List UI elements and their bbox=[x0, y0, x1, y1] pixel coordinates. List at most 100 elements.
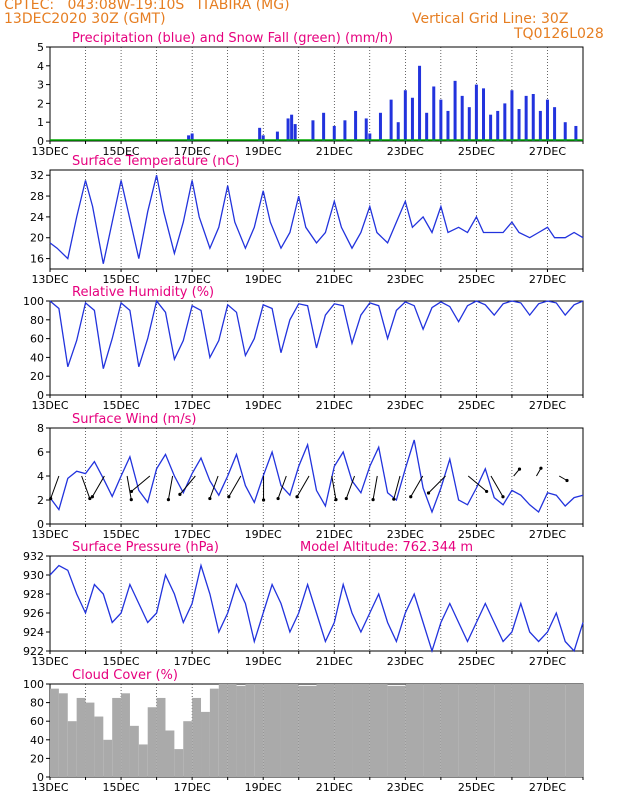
cloud-bar bbox=[156, 697, 166, 777]
wind-arrow-head bbox=[501, 495, 505, 499]
pres-xtick-label: 23DEC bbox=[387, 655, 424, 668]
wind-ytick-label: 6 bbox=[37, 446, 44, 459]
wind-arrow-head bbox=[208, 496, 212, 501]
precip-bar bbox=[496, 110, 500, 141]
precip-bar bbox=[293, 124, 297, 141]
temp-title: Surface Temperature (nC) bbox=[72, 154, 240, 169]
precip-bar bbox=[517, 109, 521, 141]
cloud-bar bbox=[529, 684, 548, 777]
cloud-bar bbox=[50, 688, 59, 777]
wind-arrow-head bbox=[426, 491, 431, 495]
wind-arrow-head bbox=[334, 498, 338, 502]
temp-xtick-label: 17DEC bbox=[174, 273, 211, 286]
wind-arrow bbox=[228, 475, 242, 498]
rh-ytick-label: 20 bbox=[30, 370, 44, 383]
cloud-bar bbox=[405, 684, 424, 777]
temp-ytick-label: 28 bbox=[30, 190, 44, 203]
precip-bar bbox=[524, 95, 528, 141]
cloud-ytick-label: 20 bbox=[30, 752, 44, 765]
precip-bar bbox=[378, 112, 382, 141]
pres-ytick-label: 926 bbox=[23, 607, 44, 620]
precip-bar bbox=[538, 110, 542, 141]
pres-series-line bbox=[49, 563, 584, 654]
cloud-bar bbox=[511, 684, 530, 777]
cloud-bar bbox=[263, 684, 281, 777]
cloud-xtick-label: 13DEC bbox=[31, 781, 68, 794]
wind-arrow bbox=[126, 475, 132, 500]
precip-frame bbox=[49, 46, 584, 142]
cloud-ytick-label: 0 bbox=[37, 771, 44, 784]
precip-ytick-label: 0 bbox=[37, 135, 44, 148]
pres-ytick-label: 924 bbox=[23, 626, 44, 639]
pres-xtick-label: 13DEC bbox=[31, 655, 68, 668]
cloud-bar bbox=[245, 684, 255, 777]
wind-arrow bbox=[131, 475, 151, 492]
rh-xtick-label: 13DEC bbox=[31, 399, 68, 412]
cloud-bar bbox=[138, 744, 148, 777]
precip-bar bbox=[489, 114, 493, 141]
temp-xtick-label: 27DEC bbox=[529, 273, 566, 286]
grid-note: Vertical Grid Line: 30Z bbox=[412, 11, 569, 27]
precip-bar bbox=[368, 133, 372, 141]
wind-arrow-head bbox=[88, 496, 92, 501]
cloud-ytick-label: 60 bbox=[30, 715, 44, 728]
wind-xtick-label: 25DEC bbox=[458, 528, 495, 541]
rh-xtick-label: 27DEC bbox=[529, 399, 566, 412]
precip-bar bbox=[311, 120, 315, 141]
wind-arrow bbox=[209, 475, 219, 499]
wind-arrow-head bbox=[371, 498, 375, 502]
precip-xtick-label: 15DEC bbox=[103, 145, 140, 158]
pres-xtick-label: 21DEC bbox=[316, 655, 353, 668]
precip-bar bbox=[531, 94, 535, 141]
precip-bar bbox=[439, 99, 443, 141]
precip-xtick-label: 17DEC bbox=[174, 145, 211, 158]
cloud-bar bbox=[76, 697, 86, 777]
wind-arrow bbox=[428, 475, 446, 494]
wind-xtick-label: 21DEC bbox=[316, 528, 353, 541]
rh-ytick-label: 40 bbox=[30, 351, 44, 364]
precip-bar bbox=[290, 114, 294, 141]
wind-arrow bbox=[91, 475, 105, 498]
cloud-bar bbox=[440, 684, 459, 777]
cloud-bar bbox=[352, 684, 370, 777]
precip-title: Precipitation (blue) and Snow Fall (gree… bbox=[72, 31, 393, 46]
precip-bar bbox=[396, 122, 400, 141]
cloud-bar bbox=[112, 697, 122, 777]
cloud-xtick-label: 23DEC bbox=[387, 781, 424, 794]
wind-xtick-label: 27DEC bbox=[529, 528, 566, 541]
temp-xtick-label: 21DEC bbox=[316, 273, 353, 286]
rh-ytick-label: 0 bbox=[37, 389, 44, 402]
pres-altitude: Model Altitude: 762.344 m bbox=[300, 540, 473, 555]
temp-ytick-label: 20 bbox=[30, 232, 44, 245]
cloud-bar bbox=[165, 730, 175, 777]
temp-series-line bbox=[49, 175, 584, 264]
rh-title: Relative Humidity (%) bbox=[72, 285, 214, 300]
precip-bar bbox=[354, 110, 358, 141]
pres-xtick-label: 19DEC bbox=[245, 655, 282, 668]
precip-bar bbox=[553, 107, 557, 141]
cloud-xtick-label: 27DEC bbox=[529, 781, 566, 794]
wind-arrow bbox=[296, 475, 310, 498]
precip-bar bbox=[364, 118, 368, 141]
precip-xtick-label: 21DEC bbox=[316, 145, 353, 158]
precip-bar bbox=[460, 95, 464, 141]
precip-bar bbox=[425, 112, 429, 141]
wind-arrow-head bbox=[261, 498, 266, 502]
wind-arrow bbox=[467, 475, 487, 492]
cloud-bar bbox=[227, 684, 237, 777]
wind-frame bbox=[49, 427, 584, 525]
precip-ytick-label: 2 bbox=[37, 97, 44, 110]
wind-arrow-head bbox=[539, 466, 543, 470]
run-date: 13DEC2020 30Z (GMT) bbox=[4, 11, 166, 27]
wind-arrow-head bbox=[178, 492, 182, 496]
precip-bar bbox=[410, 97, 414, 141]
precip-bar bbox=[563, 122, 567, 141]
cloud-bar bbox=[58, 693, 68, 777]
wind-arrow bbox=[81, 475, 91, 499]
cloud-bar bbox=[192, 697, 202, 777]
wind-arrow bbox=[277, 475, 287, 499]
cloud-bar bbox=[174, 749, 184, 777]
precip-bar bbox=[322, 112, 326, 141]
wind-xtick-label: 23DEC bbox=[387, 528, 424, 541]
wind-xtick-label: 15DEC bbox=[103, 528, 140, 541]
